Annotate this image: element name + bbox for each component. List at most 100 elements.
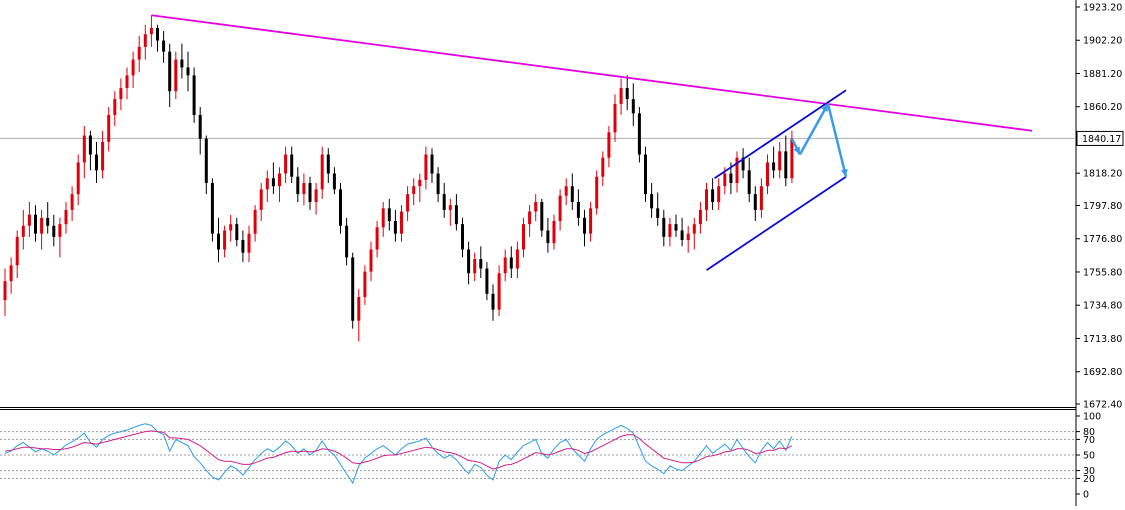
descending-trendline: [151, 14, 1033, 132]
candle-body: [515, 249, 519, 269]
candle-body: [509, 257, 513, 269]
candle-body: [619, 88, 623, 104]
candle: [58, 217, 62, 258]
grid-lines: [0, 0, 1077, 506]
candle: [137, 35, 141, 73]
rsi-tick-label: 100: [1083, 412, 1101, 423]
candle: [345, 217, 349, 266]
candle-body: [442, 194, 446, 210]
candle: [314, 183, 318, 215]
candle: [680, 217, 684, 247]
candle: [46, 202, 50, 234]
candle: [125, 67, 129, 100]
candle-body: [3, 281, 7, 301]
candle: [149, 15, 153, 47]
candle: [88, 130, 92, 171]
candle: [454, 194, 458, 231]
candle: [9, 257, 13, 294]
candle: [375, 221, 379, 258]
candle-body: [247, 233, 251, 253]
candle-body: [326, 154, 330, 174]
candle-body: [583, 217, 586, 234]
candle: [192, 67, 196, 123]
candle-body: [137, 46, 141, 60]
rsi-tick-label: 0: [1083, 490, 1089, 501]
candle: [668, 217, 672, 247]
candle-body: [607, 132, 611, 158]
candle-body: [772, 162, 776, 171]
candle-body: [265, 178, 269, 190]
candles-group: [3, 15, 794, 342]
candle: [406, 186, 410, 222]
candle-body: [723, 173, 727, 187]
candle-body: [70, 194, 74, 210]
price-tick-label: 1923.20: [1083, 3, 1122, 14]
candle: [436, 167, 440, 203]
candle: [107, 107, 111, 152]
price-tick-label: 1755.80: [1083, 267, 1122, 278]
candle-body: [259, 189, 263, 210]
candle: [625, 75, 629, 111]
candle: [686, 225, 690, 253]
candle-body: [107, 114, 111, 142]
candle: [412, 178, 416, 206]
candle: [186, 51, 190, 92]
candle-body: [34, 214, 37, 234]
projection-arrow-2: [798, 103, 830, 156]
candle: [741, 148, 745, 179]
candle-body: [15, 236, 19, 266]
candle: [570, 173, 574, 210]
candle: [631, 83, 635, 127]
candle: [595, 170, 599, 215]
candle: [467, 241, 471, 285]
candle: [168, 43, 172, 108]
candle-body: [375, 227, 379, 250]
rsi-tick-label: 30: [1083, 466, 1095, 477]
candle: [528, 205, 532, 237]
candle: [564, 178, 568, 206]
candle: [497, 265, 501, 316]
candle-body: [711, 189, 715, 203]
candle-body: [131, 59, 135, 76]
price-axis: 1923.201902.201881.201860.201839.201818.…: [1076, 3, 1124, 411]
current-price-label: 1840.17: [1082, 134, 1121, 145]
candle-body: [747, 170, 751, 195]
candle: [418, 173, 422, 203]
candle-body: [229, 224, 233, 231]
candle: [473, 252, 477, 282]
candle: [491, 284, 495, 321]
candle-body: [686, 233, 690, 241]
candle: [339, 183, 342, 234]
candle-body: [162, 40, 166, 52]
candle-body: [241, 240, 245, 253]
candle-body: [625, 88, 629, 100]
candle: [223, 225, 227, 258]
candle-body: [363, 271, 367, 297]
candle-body: [314, 189, 318, 203]
rsi-tick-label: 20: [1083, 474, 1095, 485]
candle: [21, 209, 25, 250]
candle: [534, 194, 538, 222]
candle: [162, 31, 166, 63]
price-tick-label: 1776.80: [1083, 234, 1122, 245]
candle-body: [668, 224, 672, 237]
candle-body: [564, 186, 568, 196]
candle-body: [479, 259, 483, 269]
candle-body: [698, 209, 702, 225]
candle: [509, 246, 513, 278]
candle: [198, 107, 202, 155]
candle-body: [454, 205, 458, 225]
candle: [131, 51, 135, 89]
candle: [302, 173, 306, 206]
candle: [296, 167, 300, 203]
candle-body: [613, 103, 617, 133]
candle-body: [546, 230, 550, 244]
candle: [515, 241, 519, 278]
candle-body: [387, 208, 391, 222]
candle: [637, 107, 641, 163]
candle-body: [192, 75, 196, 115]
candle: [143, 24, 147, 60]
candle-body: [76, 162, 80, 195]
candle-body: [271, 178, 275, 187]
candle: [705, 183, 708, 222]
